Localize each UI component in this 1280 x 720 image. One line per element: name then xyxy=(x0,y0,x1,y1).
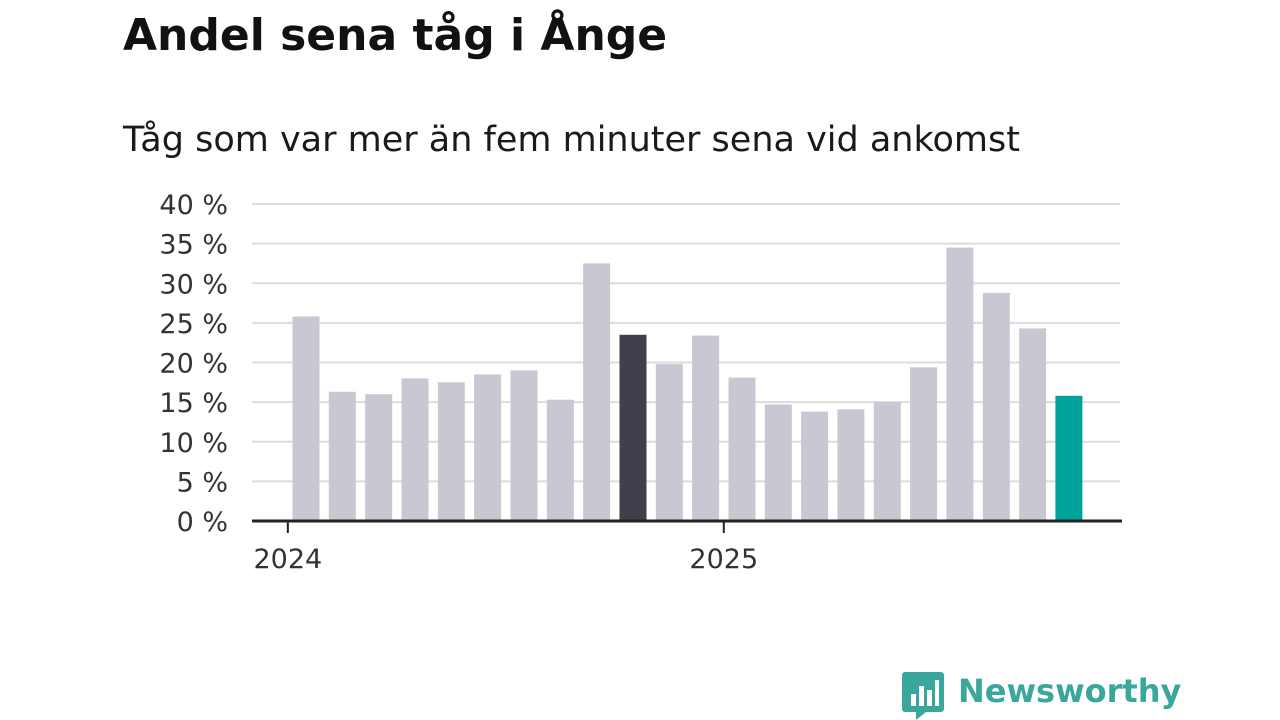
bar-2024-03 xyxy=(365,394,393,521)
y-tick-label: 5 % xyxy=(177,467,228,498)
bar-2025-09 xyxy=(1019,328,1047,521)
bars xyxy=(292,247,1083,521)
bar-2024-12 xyxy=(692,335,720,521)
bar-2024-05 xyxy=(437,382,465,521)
brand-name: Newsworthy xyxy=(958,672,1182,710)
bar-2025-01 xyxy=(728,377,756,521)
bar-2025-03 xyxy=(801,411,829,521)
bar-2025-06 xyxy=(910,367,938,521)
y-tick-label: 0 % xyxy=(177,507,228,538)
y-tick-label: 10 % xyxy=(159,428,228,459)
y-tick-label: 15 % xyxy=(159,388,228,419)
bar-2025-08 xyxy=(982,292,1010,521)
y-tick-label: 40 % xyxy=(159,190,228,221)
y-tick-label: 20 % xyxy=(159,349,228,380)
bar-2024-01 xyxy=(292,316,320,521)
bar-2024-08 xyxy=(546,399,574,521)
y-tick-label: 25 % xyxy=(159,309,228,340)
x-axis: 2024 2025 xyxy=(252,519,1122,575)
grid-lines xyxy=(252,203,1120,483)
bar-2025-07 xyxy=(946,247,974,521)
bar-2024-11 xyxy=(655,364,683,521)
bar-2024-07 xyxy=(510,370,538,521)
chart-subtitle: Tåg som var mer än fem minuter sena vid … xyxy=(123,120,1020,160)
bar-chart-speech-bubble-icon xyxy=(902,672,944,720)
y-axis-labels: 0 % 5 % 10 % 15 % 20 % 25 % 30 % 35 % 40 % xyxy=(159,190,228,538)
bar-2025-02 xyxy=(764,404,792,521)
bar-2025-05 xyxy=(873,402,901,521)
bar-2024-06 xyxy=(474,374,502,521)
bar-2025-04 xyxy=(837,409,865,521)
x-tick-label-2024: 2024 xyxy=(253,544,322,575)
x-tick-label-2025: 2025 xyxy=(689,544,758,575)
bar-2024-02 xyxy=(328,391,356,521)
y-tick-label: 30 % xyxy=(159,269,228,300)
bar-2025-10 xyxy=(1055,395,1083,521)
chart-title: Andel sena tåg i Ånge xyxy=(123,10,668,61)
bar-2024-10 xyxy=(619,334,647,521)
bar-2024-09 xyxy=(583,263,611,521)
bar-2024-04 xyxy=(401,378,429,521)
y-tick-label: 35 % xyxy=(159,230,228,261)
newsworthy-logo: Newsworthy xyxy=(902,670,1181,720)
